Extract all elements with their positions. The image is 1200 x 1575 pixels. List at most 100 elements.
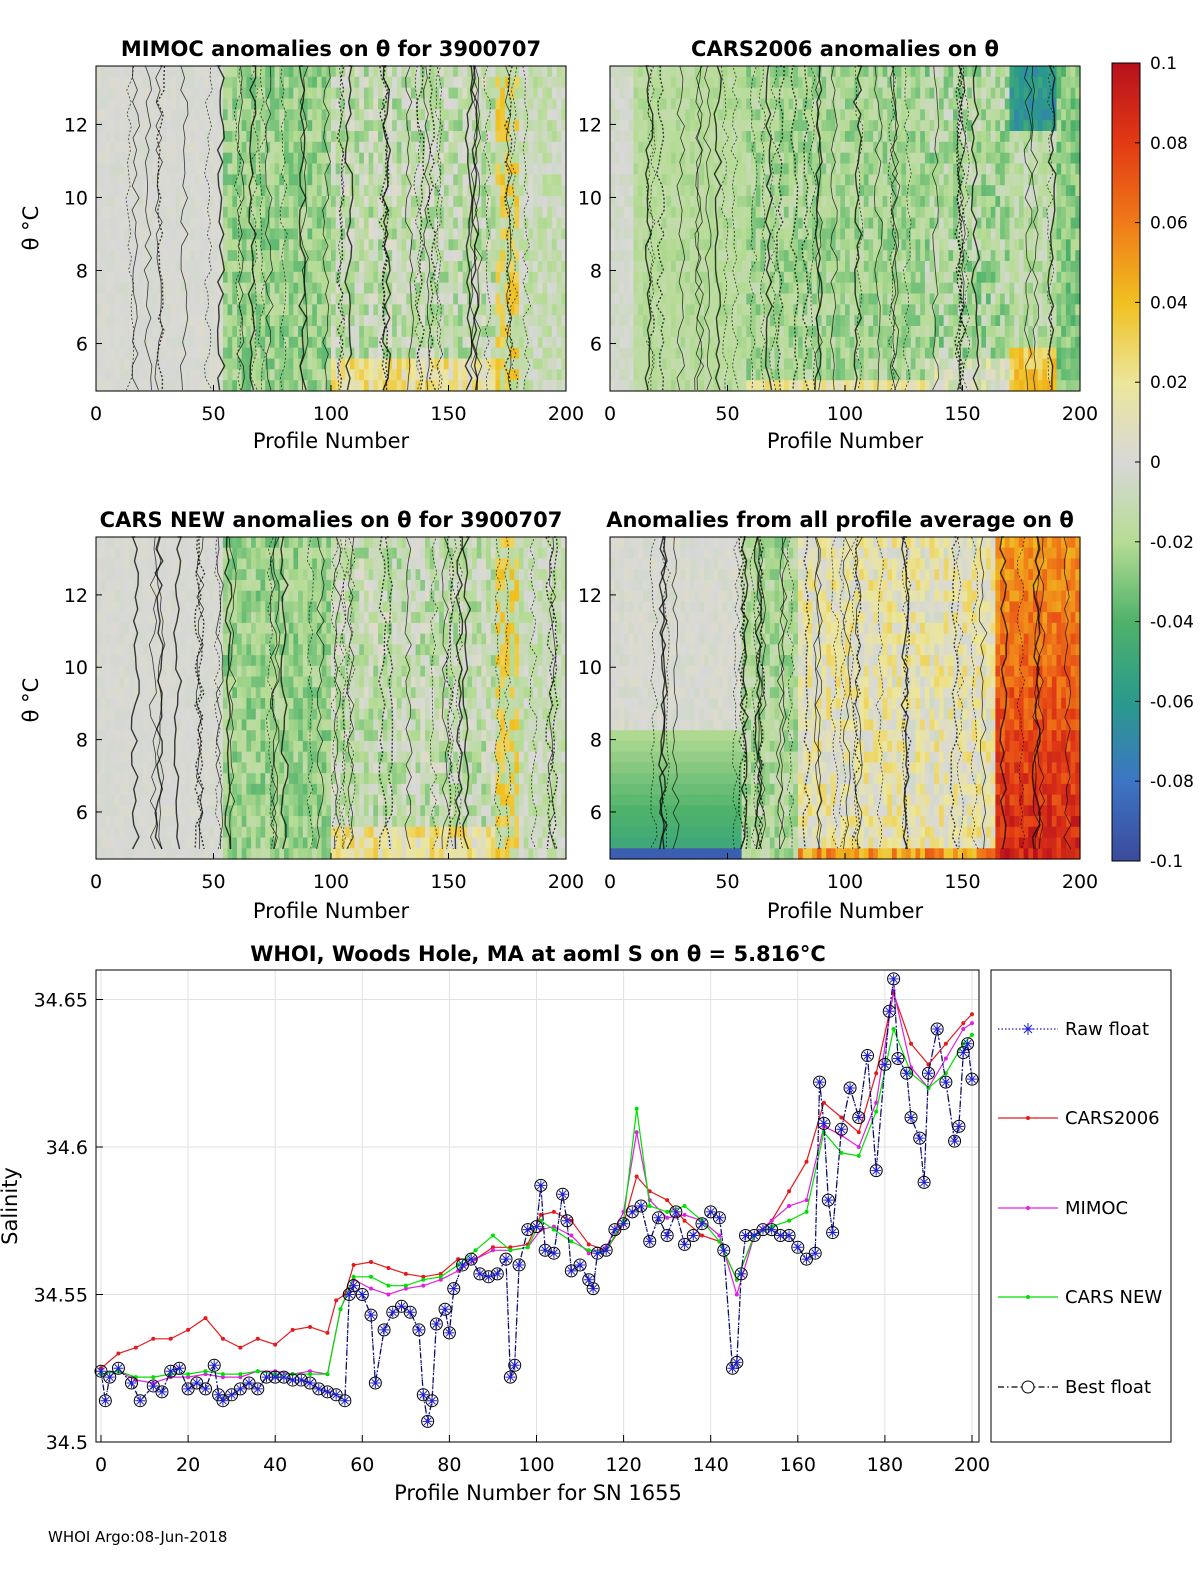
heatmap-cell [509, 120, 515, 132]
heatmap-cell [222, 206, 229, 219]
heatmap-cell [237, 282, 243, 295]
heatmap-cell [429, 217, 435, 230]
heatmap-cell [741, 261, 747, 273]
heatmap-cell [509, 282, 515, 295]
heatmap-cell [638, 336, 644, 349]
heatmap-cell [863, 228, 870, 240]
heatmap-cell [114, 347, 121, 360]
heatmap-cell [349, 315, 356, 327]
heatmap-cell [633, 217, 639, 230]
heatmap-cell [279, 152, 285, 165]
heatmap-cell [462, 326, 468, 338]
heatmap-cell [302, 120, 309, 132]
heatmap-cell [840, 336, 846, 349]
heatmap-cell [298, 217, 304, 230]
heatmap-cell [335, 185, 341, 197]
heatmap-cell [227, 141, 233, 154]
heatmap-cell [638, 271, 644, 284]
heatmap-cell [227, 196, 233, 208]
heatmap-cell [128, 326, 135, 338]
heatmap-cell [345, 152, 351, 165]
heatmap-cell [260, 217, 266, 230]
heatmap-cell [685, 185, 691, 197]
heatmap-cell [152, 358, 158, 370]
heatmap-cell [312, 369, 318, 381]
heatmap-cell [363, 347, 370, 360]
heatmap-cell [859, 261, 865, 273]
heatmap-cell [741, 315, 747, 327]
heatmap-cell [642, 196, 649, 208]
heatmap-cell [840, 228, 846, 240]
heatmap-cell [274, 98, 280, 110]
heatmap-cell [882, 206, 888, 219]
heatmap-cell [751, 347, 757, 360]
heatmap-cell [190, 163, 196, 175]
heatmap-cell [213, 336, 219, 349]
heatmap-cell [877, 271, 884, 284]
heatmap-cell [161, 380, 168, 392]
heatmap-cell [718, 196, 724, 208]
heatmap-cell [443, 326, 450, 338]
heatmap-cell [265, 87, 271, 100]
heatmap-cell [293, 174, 299, 186]
heatmap-cell [802, 250, 808, 262]
heatmap-cell [769, 185, 776, 197]
heatmap-cell [387, 163, 393, 175]
heatmap-cell [232, 239, 238, 251]
heatmap-cell [462, 152, 468, 165]
heatmap-cell [143, 163, 149, 175]
heatmap-cell [453, 304, 459, 316]
heatmap-cell [227, 163, 233, 175]
heatmap-cell [288, 152, 294, 165]
heatmap-cell [845, 347, 851, 360]
heatmap-cell [279, 98, 285, 110]
heatmap-cell [657, 369, 663, 381]
heatmap-cell [652, 131, 658, 143]
heatmap-cell [284, 347, 290, 360]
heatmap-cell [213, 163, 219, 175]
heatmap-cell [490, 347, 497, 360]
heatmap-cell [694, 206, 700, 219]
heatmap-cell [363, 380, 370, 392]
heatmap-cell [732, 271, 738, 284]
heatmap-cell [755, 87, 761, 100]
heatmap-cell [486, 152, 492, 165]
heatmap-cell [298, 196, 304, 208]
heatmap-cell [161, 347, 168, 360]
heatmap-cell [910, 87, 917, 100]
heatmap-cell [293, 141, 299, 154]
heatmap-cell [190, 347, 196, 360]
heatmap-cell [486, 217, 492, 230]
heatmap-cell [849, 152, 855, 165]
heatmap-cell [769, 239, 776, 251]
heatmap-cell [128, 347, 135, 360]
heatmap-cell [551, 217, 558, 230]
heatmap-cell [373, 152, 379, 165]
heatmap-cell [647, 217, 653, 230]
heatmap-cell [448, 185, 454, 197]
heatmap-cell [802, 369, 808, 381]
heatmap-cell [476, 250, 482, 262]
heatmap-cell [542, 347, 548, 360]
heatmap-cell [316, 87, 323, 100]
heatmap-cell [547, 228, 553, 240]
heatmap-cell [340, 76, 346, 89]
heatmap-cell [298, 369, 304, 381]
heatmap-cell [849, 98, 855, 110]
heatmap-cell [100, 271, 106, 284]
heatmap-cell [321, 358, 327, 370]
heatmap-cell [246, 163, 252, 175]
heatmap-cell [500, 369, 506, 381]
heatmap-cell [349, 239, 356, 251]
heatmap-cell [185, 358, 191, 370]
heatmap-cell [490, 239, 497, 251]
heatmap-cell [619, 217, 625, 230]
heatmap-cell [387, 76, 393, 89]
heatmap-cell [401, 304, 407, 316]
heatmap-cell [363, 174, 370, 186]
heatmap-cell [807, 315, 813, 327]
heatmap-cell [868, 304, 874, 316]
heatmap-cell [439, 174, 445, 186]
heatmap-cell [128, 250, 135, 262]
heatmap-cell [105, 239, 111, 251]
